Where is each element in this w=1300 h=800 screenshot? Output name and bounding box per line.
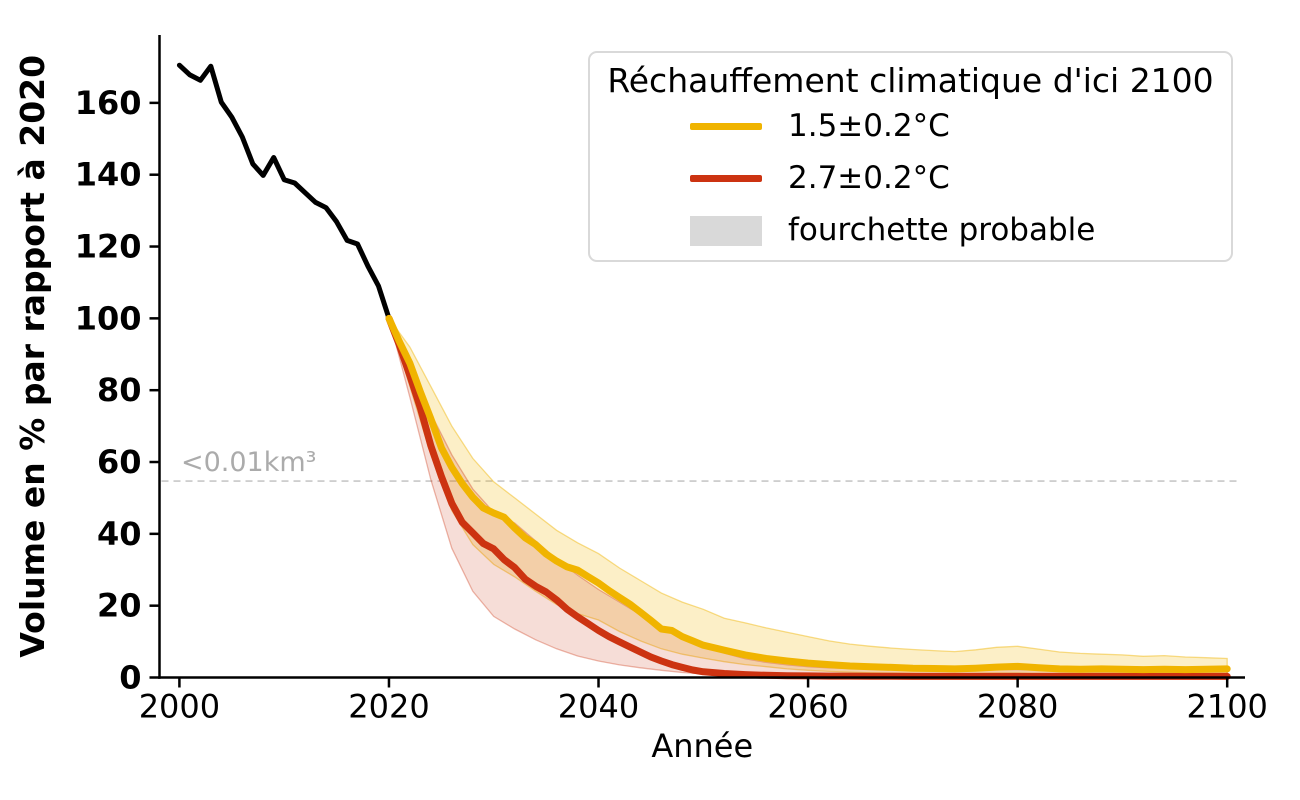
x-tick-label: 2040 <box>558 688 639 726</box>
legend-line-swatch-1-5c <box>690 123 762 131</box>
series-observations <box>176 62 392 321</box>
x-tick-label: 2000 <box>139 688 220 726</box>
legend-label-1-5c: 1.5±0.2°C <box>788 108 950 145</box>
x-tick-label: 2020 <box>348 688 429 726</box>
legend-patch-swatch-likely-range <box>690 215 762 246</box>
x-tick-label: 2060 <box>767 688 848 726</box>
y-tick-label: 20 <box>97 587 142 625</box>
threshold-annotation: <0.01km³ <box>181 447 317 478</box>
y-tick-label: 0 <box>119 659 141 697</box>
legend-entry-likely-range: fourchette probable <box>590 205 1231 257</box>
y-tick-label: 160 <box>75 84 142 122</box>
x-axis-label: Année <box>651 727 753 765</box>
y-tick-label: 140 <box>75 156 142 194</box>
y-tick-label: 40 <box>97 515 142 553</box>
legend-title: Réchauffement climatique d'ici 2100 <box>607 61 1214 100</box>
y-tick-label: 120 <box>75 228 142 266</box>
series-projection-1.5C <box>385 314 1231 674</box>
legend-label-likely-range: fourchette probable <box>788 212 1096 249</box>
y-tick-label: 80 <box>97 371 142 409</box>
legend-label-2-7c: 2.7±0.2°C <box>788 160 950 197</box>
y-tick-label: 100 <box>75 299 142 337</box>
legend-line-swatch-2-7c <box>690 175 762 183</box>
x-tick-label: 2100 <box>1186 688 1267 726</box>
legend-entry-1-5c: 1.5±0.2°C <box>590 101 1231 153</box>
y-tick-label: 60 <box>97 443 142 481</box>
y-axis-label: Volume en % par rapport à 2020 <box>13 55 52 658</box>
legend: Réchauffement climatique d'ici 2100 1.5±… <box>588 51 1233 262</box>
legend-entry-2-7c: 2.7±0.2°C <box>590 153 1231 205</box>
x-tick-label: 2080 <box>977 688 1058 726</box>
